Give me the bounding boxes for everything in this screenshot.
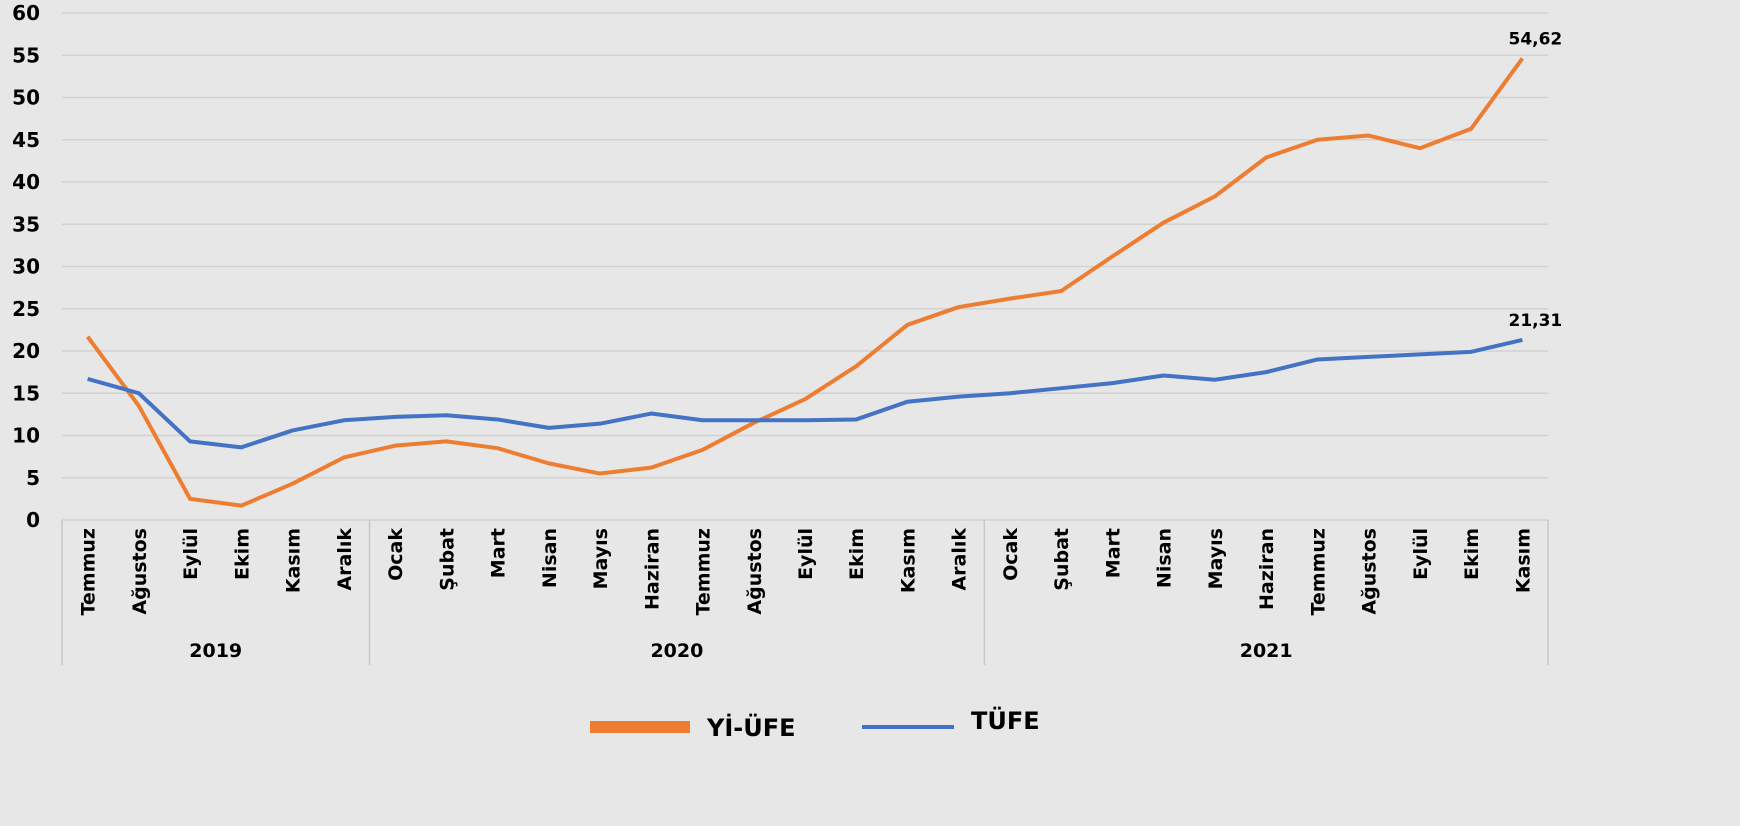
x-tick-label: Mayıs xyxy=(590,528,612,589)
x-tick-label: Nisan xyxy=(1154,528,1176,588)
y-tick-label: 50 xyxy=(12,86,40,110)
x-tick-label: Eylül xyxy=(795,528,817,580)
x-tick-label: Eylül xyxy=(180,528,202,580)
x-tick-label: Ekim xyxy=(231,528,253,580)
x-tick-label: Kasım xyxy=(1512,528,1534,593)
x-tick-label: Temmuz xyxy=(693,528,715,616)
x-tick-label: Aralık xyxy=(334,528,356,591)
y-tick-label: 25 xyxy=(12,297,40,321)
group-label: 2019 xyxy=(189,640,242,662)
y-tick-label: 10 xyxy=(12,424,40,448)
y-tick-label: 60 xyxy=(12,1,40,25)
x-tick-label: Kasım xyxy=(283,528,305,593)
legend-label: TÜFE xyxy=(971,705,1040,735)
x-tick-label: Eylül xyxy=(1410,528,1432,580)
y-tick-label: 20 xyxy=(12,339,40,363)
data-label: 54,62 xyxy=(1508,29,1562,49)
legend-swatch xyxy=(862,725,954,729)
x-tick-label: Ağustos xyxy=(129,528,151,615)
y-tick-label: 55 xyxy=(12,43,40,67)
y-tick-label: 35 xyxy=(12,212,40,236)
series-line xyxy=(86,57,1524,508)
x-tick-label: Ocak xyxy=(385,528,407,581)
y-tick-label: 40 xyxy=(12,170,40,194)
group-label: 2021 xyxy=(1240,640,1293,662)
x-tick-label: Ekim xyxy=(1461,528,1483,580)
x-tick-label: Mart xyxy=(1102,528,1124,578)
data-label: 21,31 xyxy=(1508,311,1562,331)
x-tick-label: Şubat xyxy=(1051,528,1073,591)
x-tick-label: Ekim xyxy=(846,528,868,580)
legend-swatch xyxy=(590,721,690,733)
x-tick-label: Kasım xyxy=(897,528,919,593)
x-tick-label: Nisan xyxy=(539,528,561,588)
x-tick-label: Şubat xyxy=(436,528,458,591)
x-tick-label: Ocak xyxy=(1000,528,1022,581)
x-tick-label: Haziran xyxy=(641,528,663,610)
x-tick-label: Temmuz xyxy=(1307,528,1329,616)
x-tick-label: Temmuz xyxy=(78,528,100,616)
x-tick-label: Mart xyxy=(488,528,510,578)
x-tick-label: Haziran xyxy=(1256,528,1278,610)
y-tick-label: 0 xyxy=(26,508,40,532)
y-tick-label: 30 xyxy=(12,255,40,279)
x-tick-label: Mayıs xyxy=(1205,528,1227,589)
y-tick-label: 15 xyxy=(12,381,40,405)
group-label: 2020 xyxy=(650,640,703,662)
legend-label: Yİ-ÜFE xyxy=(706,712,796,742)
series-line xyxy=(87,337,1523,450)
y-tick-label: 5 xyxy=(26,466,40,490)
y-tick-label: 45 xyxy=(12,128,40,152)
x-tick-label: Ağustos xyxy=(744,528,766,615)
x-tick-label: Ağustos xyxy=(1359,528,1381,615)
x-tick-label: Aralık xyxy=(949,528,971,591)
